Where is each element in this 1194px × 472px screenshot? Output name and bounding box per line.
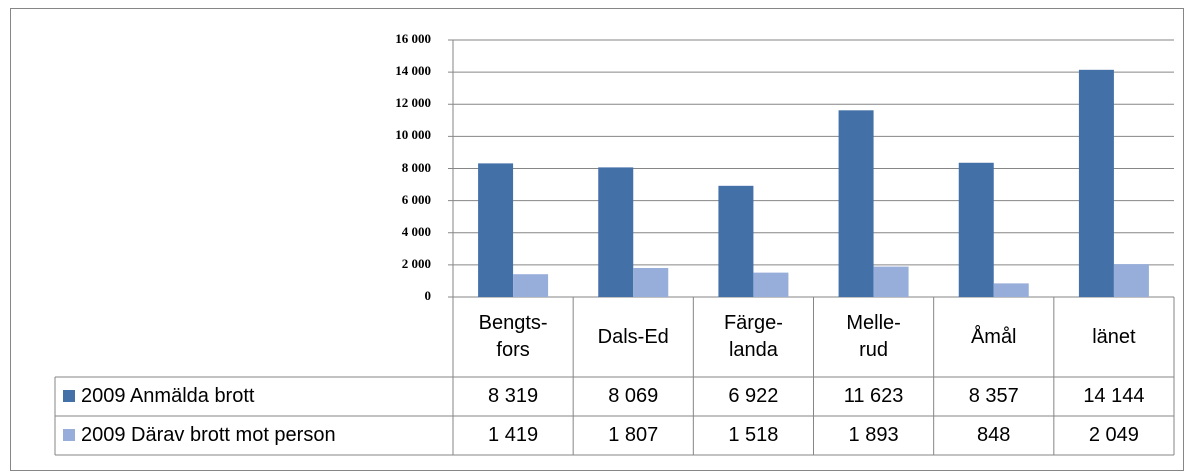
chart-frame [10, 8, 1184, 471]
y-tick-label: 0 [424, 288, 432, 303]
y-tick-label: 16 000 [395, 31, 431, 46]
x-tick-label: Åmål [970, 325, 1017, 348]
y-tick-label: 4 000 [401, 223, 431, 239]
data-label: 1 419 [488, 424, 539, 446]
y-tick-label: 10 000 [395, 127, 431, 143]
x-tick-label: Dals-Ed [597, 325, 669, 348]
x-tick-label: Färge- landa [723, 312, 783, 361]
bar [838, 110, 874, 297]
data-label: 848 [977, 424, 1011, 446]
bar [718, 185, 754, 297]
x-tick-label: länet [1092, 325, 1136, 348]
data-label: 14 144 [1083, 385, 1145, 407]
x-tick-label: Bengts- fors [478, 312, 548, 361]
data-label: 8 357 [968, 385, 1019, 407]
y-tick-label: 2 000 [401, 255, 431, 271]
data-label: 11 623 [843, 385, 904, 407]
y-tick-label: 6 000 [401, 191, 431, 207]
data-label: 1 518 [728, 424, 779, 446]
data-label: 6 922 [728, 385, 779, 407]
legend-label: 2009 Därav brott mot person [81, 424, 336, 446]
bar [1113, 264, 1149, 297]
bar [478, 163, 514, 297]
legend-swatch [63, 390, 75, 402]
bar [993, 283, 1029, 297]
data-label: 8 069 [608, 385, 659, 407]
bar [598, 167, 634, 297]
data-label: 1 807 [608, 424, 659, 446]
legend-swatch [63, 429, 75, 441]
bar [873, 266, 909, 297]
bar [1078, 69, 1114, 297]
bar [513, 274, 549, 297]
bar [753, 272, 789, 297]
legend-label: 2009 Anmälda brott [81, 385, 255, 407]
bar [633, 267, 669, 297]
y-tick-label: 8 000 [401, 159, 431, 175]
x-tick-label: Melle- rud [846, 312, 901, 361]
data-label: 2 049 [1088, 424, 1139, 446]
y-tick-label: 14 000 [395, 63, 431, 79]
bar [958, 162, 994, 297]
y-tick-label: 12 000 [395, 95, 431, 111]
data-label: 8 319 [488, 385, 539, 407]
data-label: 1 893 [848, 424, 899, 446]
